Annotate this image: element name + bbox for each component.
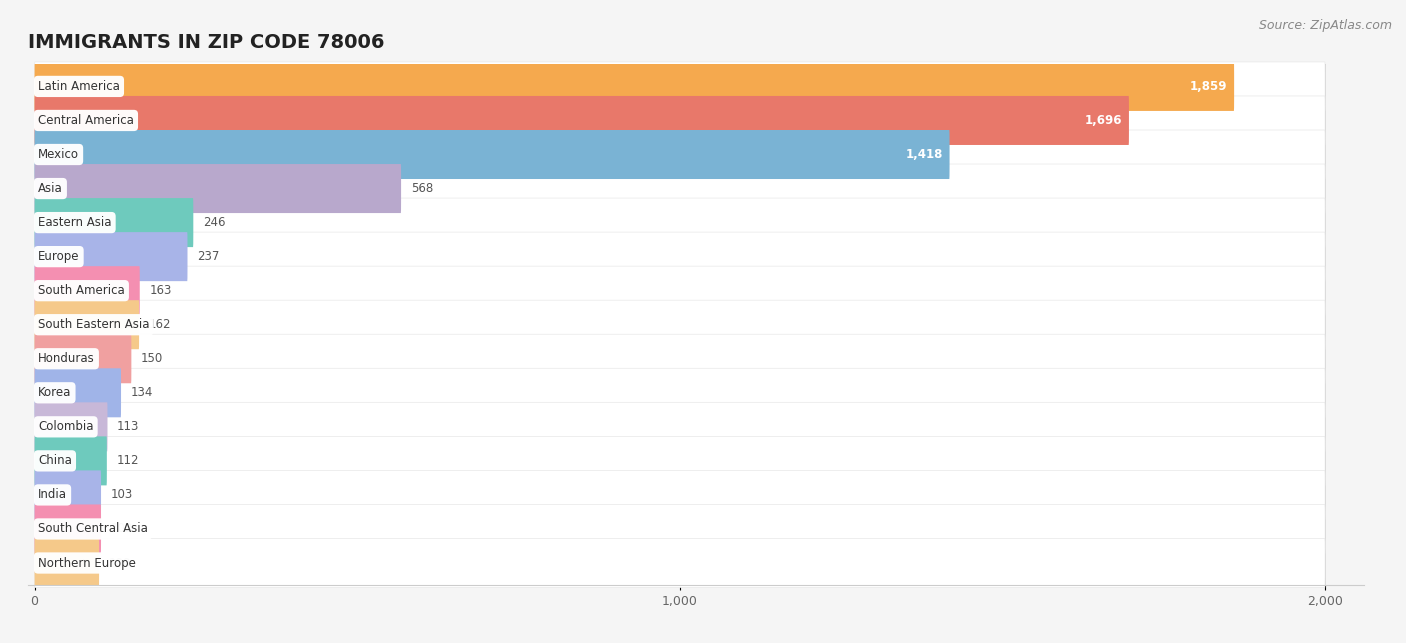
FancyBboxPatch shape <box>35 437 1324 485</box>
FancyBboxPatch shape <box>35 471 1324 520</box>
Text: Mexico: Mexico <box>38 148 79 161</box>
Text: South America: South America <box>38 284 125 297</box>
Text: Colombia: Colombia <box>38 421 94 433</box>
FancyBboxPatch shape <box>35 471 101 520</box>
FancyBboxPatch shape <box>35 368 121 417</box>
Text: IMMIGRANTS IN ZIP CODE 78006: IMMIGRANTS IN ZIP CODE 78006 <box>28 33 385 51</box>
FancyBboxPatch shape <box>35 232 1324 281</box>
Text: 103: 103 <box>111 523 134 536</box>
Text: 237: 237 <box>197 250 219 263</box>
FancyBboxPatch shape <box>35 334 1324 383</box>
Text: 113: 113 <box>117 421 139 433</box>
FancyBboxPatch shape <box>35 164 1324 213</box>
Text: 1,418: 1,418 <box>905 148 943 161</box>
Text: 100: 100 <box>108 556 131 570</box>
FancyBboxPatch shape <box>35 130 949 179</box>
FancyBboxPatch shape <box>35 62 1324 111</box>
FancyBboxPatch shape <box>35 437 107 485</box>
Text: Central America: Central America <box>38 114 134 127</box>
Text: 1,859: 1,859 <box>1189 80 1227 93</box>
FancyBboxPatch shape <box>35 538 98 588</box>
Text: Latin America: Latin America <box>38 80 120 93</box>
Text: 246: 246 <box>202 216 225 229</box>
Text: 103: 103 <box>111 489 134 502</box>
FancyBboxPatch shape <box>35 96 1129 145</box>
FancyBboxPatch shape <box>35 300 1324 349</box>
FancyBboxPatch shape <box>35 164 401 213</box>
Text: Asia: Asia <box>38 182 63 195</box>
FancyBboxPatch shape <box>35 266 139 315</box>
Text: Northern Europe: Northern Europe <box>38 556 136 570</box>
Text: China: China <box>38 455 72 467</box>
Text: Source: ZipAtlas.com: Source: ZipAtlas.com <box>1258 19 1392 32</box>
Text: 163: 163 <box>149 284 172 297</box>
Text: South Eastern Asia: South Eastern Asia <box>38 318 149 331</box>
FancyBboxPatch shape <box>35 368 1324 417</box>
FancyBboxPatch shape <box>35 538 1324 588</box>
FancyBboxPatch shape <box>35 96 1324 145</box>
Text: South Central Asia: South Central Asia <box>38 523 148 536</box>
Text: India: India <box>38 489 67 502</box>
FancyBboxPatch shape <box>35 198 193 247</box>
Text: 568: 568 <box>411 182 433 195</box>
Text: 134: 134 <box>131 386 153 399</box>
Text: Honduras: Honduras <box>38 352 94 365</box>
Text: Europe: Europe <box>38 250 80 263</box>
FancyBboxPatch shape <box>35 505 101 554</box>
Text: 162: 162 <box>149 318 172 331</box>
FancyBboxPatch shape <box>35 505 1324 554</box>
FancyBboxPatch shape <box>35 232 187 281</box>
FancyBboxPatch shape <box>35 62 1234 111</box>
Text: Eastern Asia: Eastern Asia <box>38 216 111 229</box>
FancyBboxPatch shape <box>35 300 139 349</box>
FancyBboxPatch shape <box>35 403 107 451</box>
Text: 112: 112 <box>117 455 139 467</box>
FancyBboxPatch shape <box>35 334 131 383</box>
Text: Korea: Korea <box>38 386 72 399</box>
Text: 1,696: 1,696 <box>1085 114 1122 127</box>
FancyBboxPatch shape <box>35 198 1324 247</box>
FancyBboxPatch shape <box>35 266 1324 315</box>
FancyBboxPatch shape <box>35 130 1324 179</box>
FancyBboxPatch shape <box>35 403 1324 451</box>
Text: 150: 150 <box>141 352 163 365</box>
